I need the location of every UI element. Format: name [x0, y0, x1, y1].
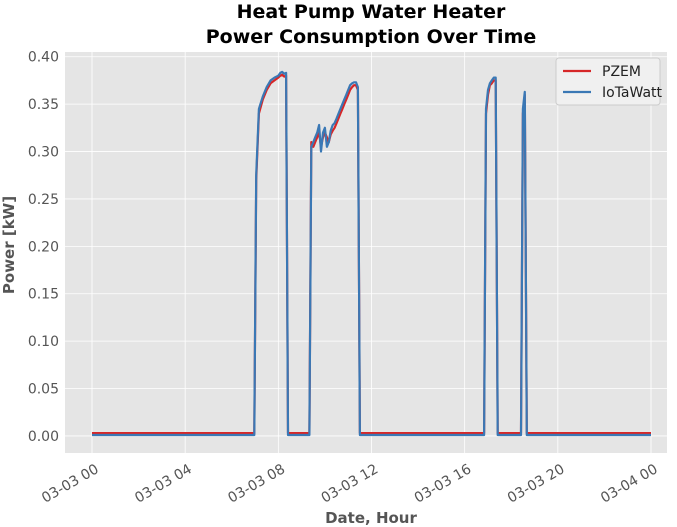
legend-label: IoTaWatt: [602, 85, 663, 101]
y-tick-label: 0.10: [28, 334, 59, 350]
x-tick-label: 03-03 00: [39, 461, 102, 506]
x-tick-label: 03-03 20: [505, 461, 568, 506]
plot-area: [65, 52, 667, 453]
y-tick-label: 0.35: [28, 97, 59, 113]
y-tick-label: 0.00: [28, 429, 59, 445]
y-tick-label: 0.40: [28, 50, 59, 66]
y-tick-label: 0.05: [28, 382, 59, 398]
legend: PZEM IoTaWatt: [555, 57, 663, 106]
grid: [65, 52, 667, 453]
y-tick-label: 0.30: [28, 145, 59, 161]
x-tick-label: 03-03 04: [132, 461, 195, 506]
legend-box: [555, 57, 661, 106]
y-tick-label: 0.20: [28, 239, 59, 255]
series: [92, 70, 651, 437]
y-axis-label: Power [kW]: [0, 196, 18, 294]
x-tick-label: 03-03 16: [412, 461, 475, 506]
x-tick-label: 03-04 00: [598, 461, 661, 506]
chart-title-line-2: Power Consumption Over Time: [206, 26, 537, 48]
x-axis-label: Date, Hour: [325, 509, 417, 527]
series-line-iotawatt: [92, 70, 651, 437]
y-tick-label: 0.15: [28, 287, 59, 303]
series-line-pzem: [92, 73, 651, 435]
x-tick-label: 03-03 08: [225, 461, 288, 506]
legend-label: PZEM: [602, 64, 641, 80]
chart-title-line-1: Heat Pump Water Heater: [237, 1, 506, 23]
y-tick-label: 0.25: [28, 192, 59, 208]
x-tick-label: 03-03 12: [319, 461, 382, 506]
